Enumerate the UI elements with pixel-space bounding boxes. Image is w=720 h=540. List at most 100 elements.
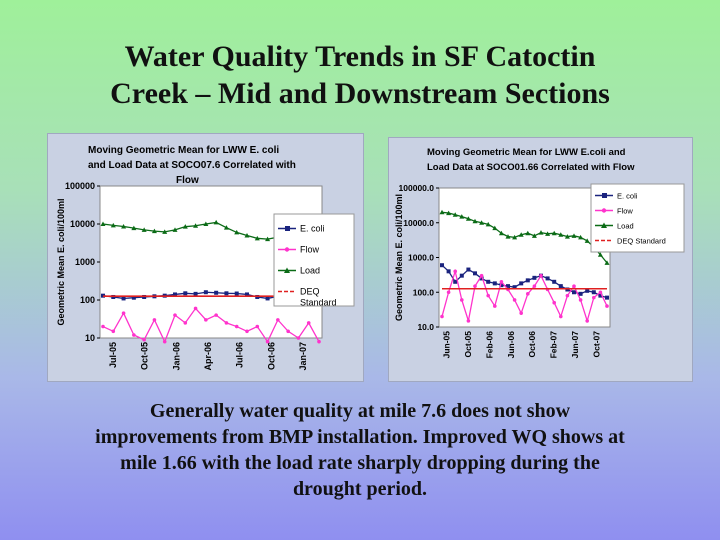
load-point <box>479 220 485 225</box>
load-point <box>244 232 250 238</box>
load-point <box>213 219 219 225</box>
flow-point <box>440 314 444 319</box>
load-point <box>485 221 491 227</box>
x-tick-label: Oct-06 <box>527 331 537 358</box>
load-point <box>531 233 537 238</box>
x-tick-label: Jan-07 <box>298 342 308 371</box>
flow-point <box>572 284 576 288</box>
y-tick-label: 100 <box>80 295 95 305</box>
flow-point <box>245 329 249 334</box>
ecoli-point <box>183 291 188 296</box>
chart-soco0166: Moving Geometric Mean for LWW E.coli and… <box>394 147 685 359</box>
load-point <box>131 225 137 231</box>
chart-title-line: Moving Geometric Mean for LWW E. coli <box>88 145 279 156</box>
flow-point <box>317 339 321 344</box>
flow-point <box>559 314 563 319</box>
x-tick-label: Jun-07 <box>570 331 580 359</box>
ecoli-point <box>446 269 451 274</box>
flow-point <box>101 324 105 329</box>
load-point <box>121 223 127 229</box>
ecoli-point <box>506 284 510 289</box>
ecoli-point <box>499 283 504 288</box>
ecoli-point <box>572 290 576 295</box>
ecoli-point <box>578 291 583 296</box>
y-tick-label: 10 <box>85 333 95 343</box>
load-point <box>141 227 147 232</box>
load-point <box>182 224 188 229</box>
x-tick-label: Apr-06 <box>203 342 213 371</box>
chart-panel-soco0166: Moving Geometric Mean for LWW E.coli and… <box>388 137 693 382</box>
y-tick-label: 10.0 <box>417 322 434 332</box>
load-point <box>100 221 106 226</box>
load-point <box>538 230 544 235</box>
load-point <box>564 234 570 239</box>
flow-point <box>111 329 116 334</box>
ecoli-point <box>486 279 491 284</box>
load-point <box>459 214 465 219</box>
flow-point <box>183 321 188 325</box>
load-point <box>265 236 271 242</box>
caption-line-4: drought period. <box>292 478 428 500</box>
chart-soco076: Moving Geometric Mean for LWW E. coli and… <box>56 145 355 371</box>
legend-marker-flow <box>601 208 607 213</box>
chart-panel-soco076: Moving Geometric Mean for LWW E. coli and… <box>47 133 364 382</box>
ecoli-point <box>459 273 464 278</box>
flow-point <box>605 304 609 308</box>
load-point <box>446 210 452 216</box>
ecoli-point <box>193 291 198 296</box>
legend-label: DEQ <box>300 287 320 297</box>
flow-point <box>592 295 596 300</box>
legend-label: Flow <box>617 207 633 216</box>
load-point <box>604 260 610 265</box>
flow-point <box>512 298 517 302</box>
ecoli-point <box>532 275 537 280</box>
x-tick-label: Feb-06 <box>484 331 494 359</box>
slide-title-line-1: Water Quality Trends in SF Catoctin <box>124 40 596 73</box>
slide-title: Water Quality Trends in SF Catoctin Cree… <box>40 38 680 112</box>
legend-label: E. coli <box>617 192 638 201</box>
legend-marker-load <box>601 222 607 228</box>
ecoli-point <box>591 290 596 295</box>
ecoli-point <box>479 276 484 281</box>
x-tick-label: Oct-05 <box>463 331 473 358</box>
y-tick-label: 10000 <box>70 219 95 229</box>
x-tick-label: Jul-06 <box>235 342 245 368</box>
ecoli-point <box>558 284 563 289</box>
ecoli-point <box>552 279 557 284</box>
flow-point <box>173 313 177 317</box>
load-point <box>472 218 478 224</box>
ecoli-point <box>525 278 530 283</box>
flow-point <box>234 324 239 329</box>
series-line-flow <box>441 268 608 324</box>
flow-point <box>306 321 311 325</box>
load-point <box>584 238 590 243</box>
flow-point <box>460 298 464 302</box>
legend-marker-load <box>284 267 290 273</box>
load-point <box>234 229 240 235</box>
ecoli-point <box>131 295 136 300</box>
caption-line-3: mile 1.66 with the load rate sharply dro… <box>120 452 600 474</box>
legend-marker-flow <box>284 247 290 252</box>
y-tick-label: 100000 <box>65 181 95 191</box>
load-point <box>465 216 471 221</box>
ecoli-point <box>512 285 517 290</box>
x-tick-label: Jun-05 <box>442 331 452 359</box>
legend-label: E. coli <box>300 224 325 234</box>
load-point <box>597 252 603 257</box>
y-tick-label: 100000.0 <box>399 183 435 193</box>
load-point <box>254 235 260 241</box>
caption-line-2: improvements from BMP installation. Impr… <box>95 426 625 448</box>
x-tick-label: Jun-06 <box>506 331 516 359</box>
load-point <box>151 228 157 234</box>
slide-caption: Generally water quality at mile 7.6 does… <box>20 398 700 502</box>
flow-point <box>539 273 543 278</box>
flow-point <box>466 319 471 323</box>
flow-point <box>526 292 530 296</box>
flow-point <box>585 319 589 323</box>
y-tick-label: 1000 <box>75 257 95 267</box>
legend-label: DEQ Standard <box>617 237 666 246</box>
load-point <box>505 234 511 239</box>
flow-point <box>552 300 556 305</box>
load-point <box>498 230 504 236</box>
flow-point <box>255 324 260 329</box>
